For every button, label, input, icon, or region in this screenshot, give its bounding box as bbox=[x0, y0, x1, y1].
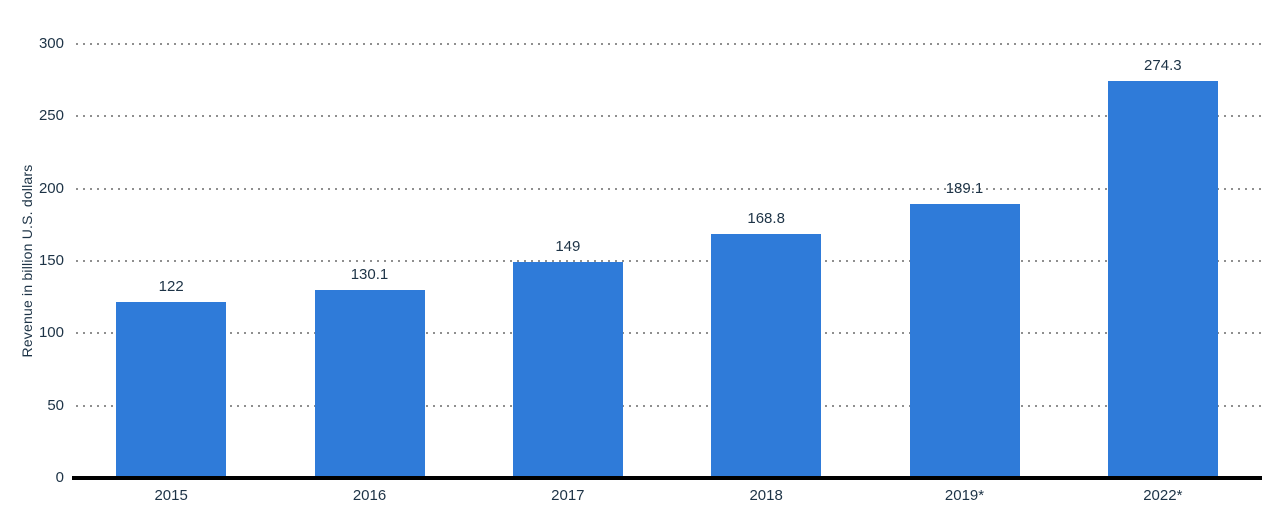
x-tick-label-2018: 2018 bbox=[749, 487, 783, 504]
bar-2017[interactable] bbox=[512, 262, 623, 478]
bar-2015[interactable] bbox=[116, 301, 227, 478]
y-tick-label-200: 200 bbox=[38, 179, 64, 197]
x-tick-label-2019*: 2019* bbox=[944, 487, 985, 504]
x-tick-label-2016: 2016 bbox=[352, 487, 387, 504]
y-tick-label-300: 300 bbox=[38, 35, 64, 52]
y-tick-label-0: 0 bbox=[55, 469, 64, 486]
y-tick-label-150: 150 bbox=[38, 252, 64, 269]
x-axis-line bbox=[72, 476, 1262, 480]
x-tick-label-2017: 2017 bbox=[551, 487, 585, 504]
value-label-2022*: 274.3 bbox=[1144, 57, 1182, 75]
gridline-100 bbox=[76, 332, 1262, 335]
gridline-50 bbox=[76, 404, 1262, 407]
gridline-300 bbox=[76, 43, 1262, 45]
bar-2016[interactable] bbox=[314, 289, 425, 478]
bar-2019*[interactable] bbox=[909, 204, 1020, 478]
gridline-200 bbox=[76, 187, 1262, 190]
value-label-2018: 168.8 bbox=[747, 209, 785, 227]
value-label-2019*: 189.1 bbox=[945, 180, 984, 198]
value-label-2016: 130.1 bbox=[350, 265, 389, 283]
bar-2022*[interactable] bbox=[1107, 81, 1218, 478]
y-tick-label-100: 100 bbox=[38, 324, 64, 342]
value-label-2017: 149 bbox=[555, 238, 581, 256]
x-tick-label-2022*: 2022* bbox=[1143, 487, 1183, 504]
gridline-250 bbox=[76, 115, 1262, 118]
bar-2018[interactable] bbox=[711, 233, 822, 478]
gridline-150 bbox=[76, 260, 1262, 262]
y-tick-label-50: 50 bbox=[47, 396, 64, 414]
x-tick-label-2015: 2015 bbox=[154, 487, 188, 504]
y-tick-label-250: 250 bbox=[38, 107, 64, 125]
value-label-2015: 122 bbox=[158, 277, 184, 295]
